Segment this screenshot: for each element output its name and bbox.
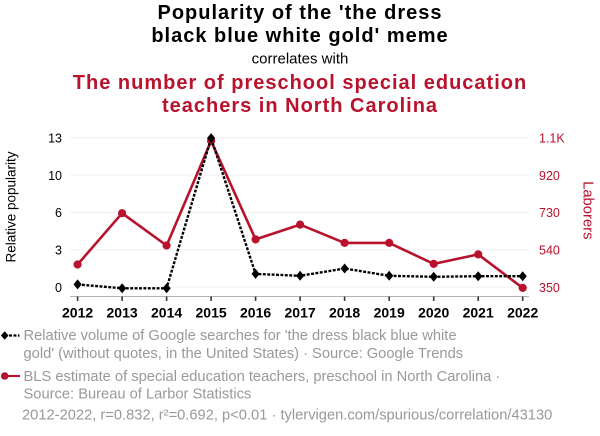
svg-text:correlates with: correlates with — [252, 51, 349, 68]
svg-text:350: 350 — [539, 281, 560, 295]
svg-text:1.1K: 1.1K — [539, 131, 565, 145]
svg-text:2019: 2019 — [374, 305, 405, 321]
svg-text:730: 730 — [539, 206, 560, 220]
svg-text:Popularity of the 'the dress: Popularity of the 'the dress — [157, 2, 442, 24]
svg-text:2015: 2015 — [196, 305, 227, 321]
svg-text:540: 540 — [539, 244, 560, 258]
svg-text:2012: 2012 — [62, 305, 93, 321]
svg-text:Relative popularity: Relative popularity — [4, 151, 19, 262]
svg-text:black blue white gold' meme: black blue white gold' meme — [151, 25, 448, 47]
svg-text:2018: 2018 — [329, 305, 360, 321]
svg-text:6: 6 — [55, 206, 62, 220]
svg-text:2022: 2022 — [507, 305, 538, 321]
svg-text:2016: 2016 — [240, 305, 271, 321]
svg-text:2020: 2020 — [418, 305, 449, 321]
svg-text:2017: 2017 — [285, 305, 316, 321]
svg-text:gold' (without quotes, in the: gold' (without quotes, in the United Sta… — [24, 346, 464, 362]
svg-text:2012-2022, r=0.832, r²=0.692,: 2012-2022, r=0.832, r²=0.692, p<0.01 · t… — [22, 407, 552, 423]
svg-text:Source: Bureau of Larbor Stati: Source: Bureau of Larbor Statistics — [24, 386, 252, 402]
svg-text:Relative volume of Google sear: Relative volume of Google searches for '… — [24, 328, 457, 344]
svg-text:2013: 2013 — [107, 305, 138, 321]
svg-text:920: 920 — [539, 169, 560, 183]
svg-text:10: 10 — [48, 169, 62, 183]
svg-text:13: 13 — [48, 131, 62, 145]
svg-text:Laborers: Laborers — [580, 181, 596, 239]
svg-text:teachers in North Carolina: teachers in North Carolina — [162, 95, 438, 117]
svg-text:0: 0 — [55, 281, 62, 295]
svg-text:The number of preschool specia: The number of preschool special educatio… — [73, 72, 527, 94]
svg-text:BLS estimate of special educat: BLS estimate of special education teache… — [24, 369, 501, 385]
svg-text:3: 3 — [55, 244, 62, 258]
svg-text:2014: 2014 — [151, 305, 182, 321]
svg-text:2021: 2021 — [463, 305, 494, 321]
